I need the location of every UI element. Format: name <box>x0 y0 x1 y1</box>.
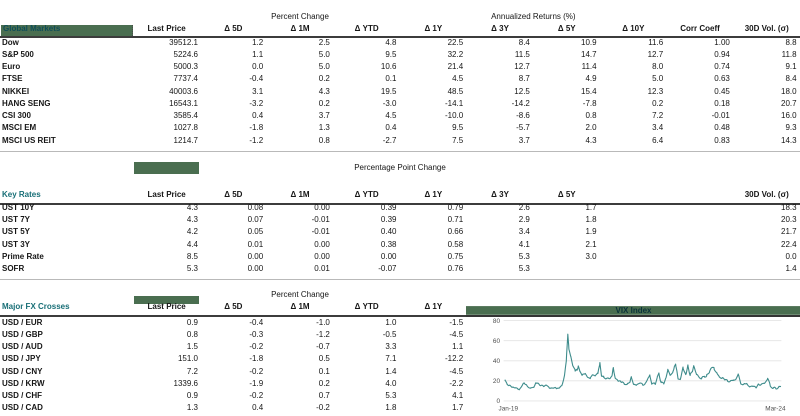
svg-text:40: 40 <box>493 358 501 365</box>
svg-text:Mar-24: Mar-24 <box>765 405 786 412</box>
svg-text:60: 60 <box>493 338 501 345</box>
svg-text:20: 20 <box>493 378 501 385</box>
svg-text:0: 0 <box>496 398 500 405</box>
svg-text:80: 80 <box>493 318 501 325</box>
svg-text:VIX Index: VIX Index <box>615 306 652 315</box>
svg-text:Jan-19: Jan-19 <box>499 405 519 412</box>
